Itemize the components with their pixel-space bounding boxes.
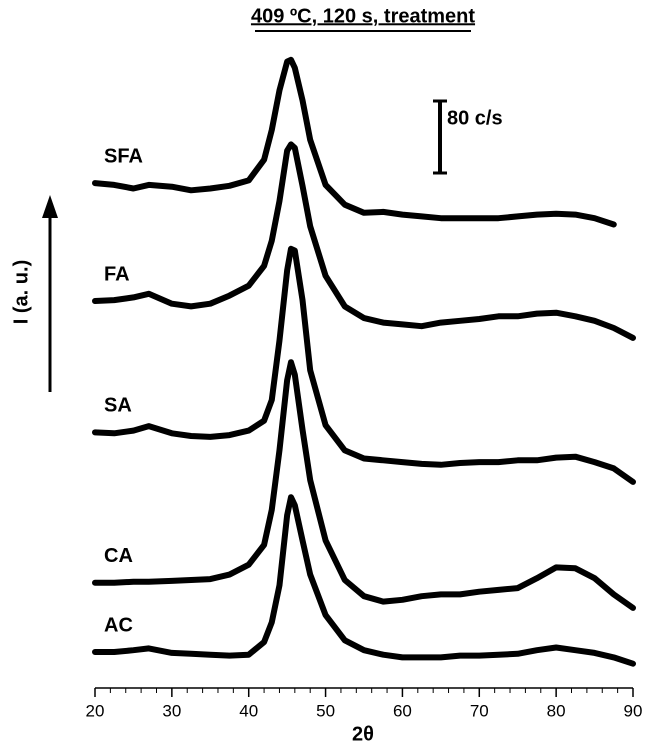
series-label: CA <box>104 545 133 567</box>
x-tick-label: 30 <box>162 701 181 720</box>
series-label: AC <box>104 614 133 636</box>
x-axis-label: 2θ <box>352 723 374 745</box>
x-tick-label: 80 <box>547 701 566 720</box>
x-tick-label: 70 <box>470 701 489 720</box>
scale-bar-label: 80 c/s <box>447 107 503 129</box>
series-line <box>92 359 636 611</box>
y-arrow-head <box>42 195 58 218</box>
series-line <box>92 494 636 667</box>
series-line <box>92 56 617 228</box>
chart-title: 409 ºC, 120 s, treatment <box>251 5 475 27</box>
x-tick-label: 60 <box>393 701 412 720</box>
series-label: FA <box>104 263 130 285</box>
x-tick-label: 20 <box>86 701 105 720</box>
x-tick-label: 90 <box>624 701 643 720</box>
series-line <box>92 141 636 341</box>
series-label: SFA <box>104 145 143 167</box>
series-label: SA <box>104 395 132 417</box>
series-line <box>92 245 636 485</box>
x-tick-label: 40 <box>239 701 258 720</box>
y-axis-label: I (a. u.) <box>10 260 32 324</box>
x-tick-label: 50 <box>316 701 335 720</box>
